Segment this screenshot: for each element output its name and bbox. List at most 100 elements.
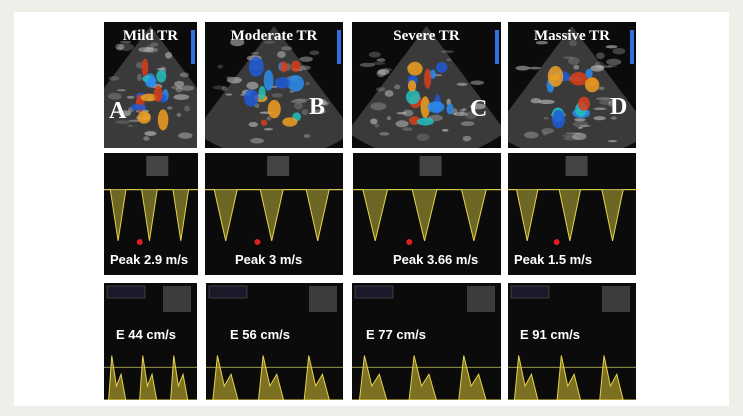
tissue-speckle [374, 123, 380, 128]
tissue-speckle [115, 120, 130, 124]
tissue-speckle [611, 116, 617, 120]
peak-velocity-label: Peak 3 m/s [235, 252, 303, 267]
info-box [510, 285, 550, 299]
tissue-speckle [164, 52, 173, 59]
tissue-speckle [294, 98, 310, 101]
tissue-speckle [299, 65, 311, 71]
panel-letter: B [309, 94, 326, 120]
color-flow [424, 68, 432, 89]
tissue-speckle [470, 80, 485, 86]
doppler-envelope [104, 189, 198, 241]
color-flow [405, 89, 421, 105]
tissue-speckle [386, 116, 392, 121]
color-scale [337, 30, 341, 64]
tissue-speckle [543, 117, 549, 120]
e-velocity-label: E 91 cm/s [520, 327, 580, 342]
tissue-speckle [593, 107, 607, 111]
echo-panel: Mild TR A [104, 22, 197, 148]
inflow-panel: E 91 cm/s [508, 283, 636, 400]
color-flow [260, 119, 268, 126]
tissue-speckle [612, 47, 626, 55]
tissue-speckle [143, 136, 150, 141]
tissue-speckle [542, 132, 548, 136]
inflow-envelope [508, 355, 636, 400]
color-flow [552, 110, 566, 129]
color-flow [446, 103, 454, 115]
color-flow [585, 68, 593, 79]
peak-velocity-label: Peak 2.9 m/s [110, 252, 189, 267]
tissue-speckle [119, 40, 132, 44]
tissue-speckle [469, 103, 486, 110]
inflow-panel: E 56 cm/s [206, 283, 343, 400]
color-flow [244, 89, 259, 107]
thumbnail [565, 156, 588, 176]
image-graphics [508, 285, 636, 400]
tissue-speckle [530, 98, 542, 104]
tissue-speckle [371, 62, 386, 65]
tissue-speckle [303, 134, 311, 138]
tissue-speckle [107, 92, 122, 100]
tissue-speckle [221, 86, 228, 92]
tissue-speckle [138, 46, 154, 53]
tissue-speckle [263, 127, 274, 131]
doppler-panel: Peak 3.66 m/s [353, 153, 501, 275]
color-flow [420, 96, 430, 119]
tissue-speckle [394, 84, 401, 90]
tissue-speckle [299, 56, 313, 62]
tissue-speckle [567, 57, 580, 65]
thumbnail [146, 156, 169, 176]
tissue-speckle [226, 76, 242, 84]
image-graphics [104, 26, 197, 148]
panel-letter: A [109, 98, 127, 124]
tissue-speckle [377, 68, 390, 76]
tissue-speckle [116, 89, 126, 92]
tissue-speckle [277, 51, 286, 58]
tissue-speckle [118, 43, 135, 51]
tissue-speckle [572, 132, 587, 141]
tissue-speckle [460, 121, 475, 127]
image-graphics [205, 26, 343, 148]
color-flow [130, 104, 147, 111]
tissue-speckle [462, 107, 467, 112]
tissue-speckle [599, 99, 612, 105]
thumbnail [602, 286, 630, 312]
tissue-speckle [179, 72, 189, 78]
tissue-speckle [250, 137, 264, 144]
peak-velocity-label: Peak 3.66 m/s [393, 252, 479, 267]
tissue-speckle [309, 50, 320, 56]
color-flow [267, 99, 281, 119]
tissue-speckle [384, 90, 394, 97]
tissue-speckle [524, 131, 539, 139]
tissue-speckle [217, 64, 224, 69]
doppler-envelope [508, 189, 636, 241]
tissue-speckle [263, 41, 276, 44]
tissue-speckle [573, 120, 588, 128]
color-flow [427, 101, 445, 113]
color-scale [191, 30, 195, 64]
doppler-panel: Peak 2.9 m/s [104, 153, 198, 275]
tissue-speckle [528, 66, 542, 70]
color-flow [248, 56, 264, 77]
doppler-panel: Peak 3 m/s [205, 153, 343, 275]
thumbnail [267, 156, 290, 176]
color-flow [258, 86, 266, 100]
color-flow [146, 77, 157, 87]
color-flow [547, 65, 564, 87]
color-flow [141, 58, 149, 77]
image-graphics [352, 285, 501, 400]
image-graphics [508, 156, 636, 246]
tissue-speckle [156, 67, 166, 71]
peak-velocity-label: Peak 1.5 m/s [514, 252, 593, 267]
doppler-panel: Peak 1.5 m/s [508, 153, 636, 275]
peak-marker [553, 239, 560, 246]
tissue-speckle [290, 99, 307, 104]
panel-title: Mild TR [122, 28, 179, 44]
peak-marker [406, 239, 413, 246]
color-flow [263, 69, 274, 91]
tissue-speckle [301, 108, 309, 116]
tissue-speckle [225, 93, 233, 96]
tissue-speckle [446, 58, 452, 62]
panel-title: Moderate TR [230, 28, 318, 44]
tissue-speckle [607, 65, 618, 68]
tissue-speckle [606, 58, 622, 66]
